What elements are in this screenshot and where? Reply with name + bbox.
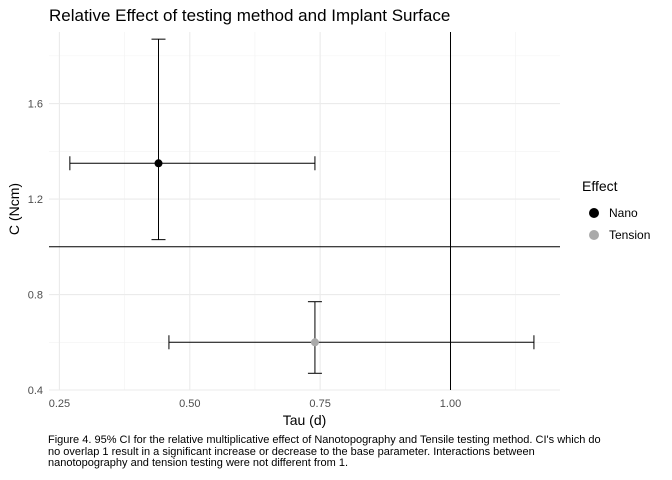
grid-minor	[49, 32, 560, 390]
x-tick-label: 0.75	[309, 398, 330, 410]
legend-label-tension: Tension	[609, 228, 651, 242]
x-tick-label: 0.50	[179, 398, 200, 410]
x-axis-title: Tau (d)	[282, 412, 327, 428]
legend-marker-nano	[589, 208, 599, 218]
legend-item-nano: Nano	[582, 202, 650, 224]
data-point-tension	[310, 338, 319, 347]
y-axis-ticks: 0.4 0.8 1.2 1.6	[28, 99, 43, 397]
legend-item-tension: Tension	[582, 224, 650, 246]
y-tick-label: 1.2	[28, 194, 43, 206]
x-tick-label: 1.00	[440, 398, 461, 410]
legend: Effect Nano Tension	[582, 178, 650, 246]
data-point-nano	[154, 159, 163, 168]
legend-title: Effect	[582, 178, 618, 194]
x-tick-label: 0.25	[49, 398, 70, 410]
legend-label-nano: Nano	[609, 206, 638, 220]
legend-marker-tension	[589, 230, 599, 240]
data-points	[154, 159, 319, 347]
y-tick-label: 0.8	[28, 290, 43, 302]
reference-lines	[49, 32, 560, 390]
grid-major	[49, 32, 560, 391]
y-tick-label: 1.6	[28, 99, 43, 111]
error-bars	[69, 38, 535, 374]
x-axis-ticks: 0.25 0.50 0.75 1.00	[49, 398, 461, 410]
y-axis-title: C (Ncm)	[6, 182, 22, 236]
figure-caption: Figure 4. 95% CI for the relative multip…	[48, 434, 601, 469]
chart-title: Relative Effect of testing method and Im…	[49, 6, 451, 25]
y-tick-label: 0.4	[28, 385, 43, 397]
